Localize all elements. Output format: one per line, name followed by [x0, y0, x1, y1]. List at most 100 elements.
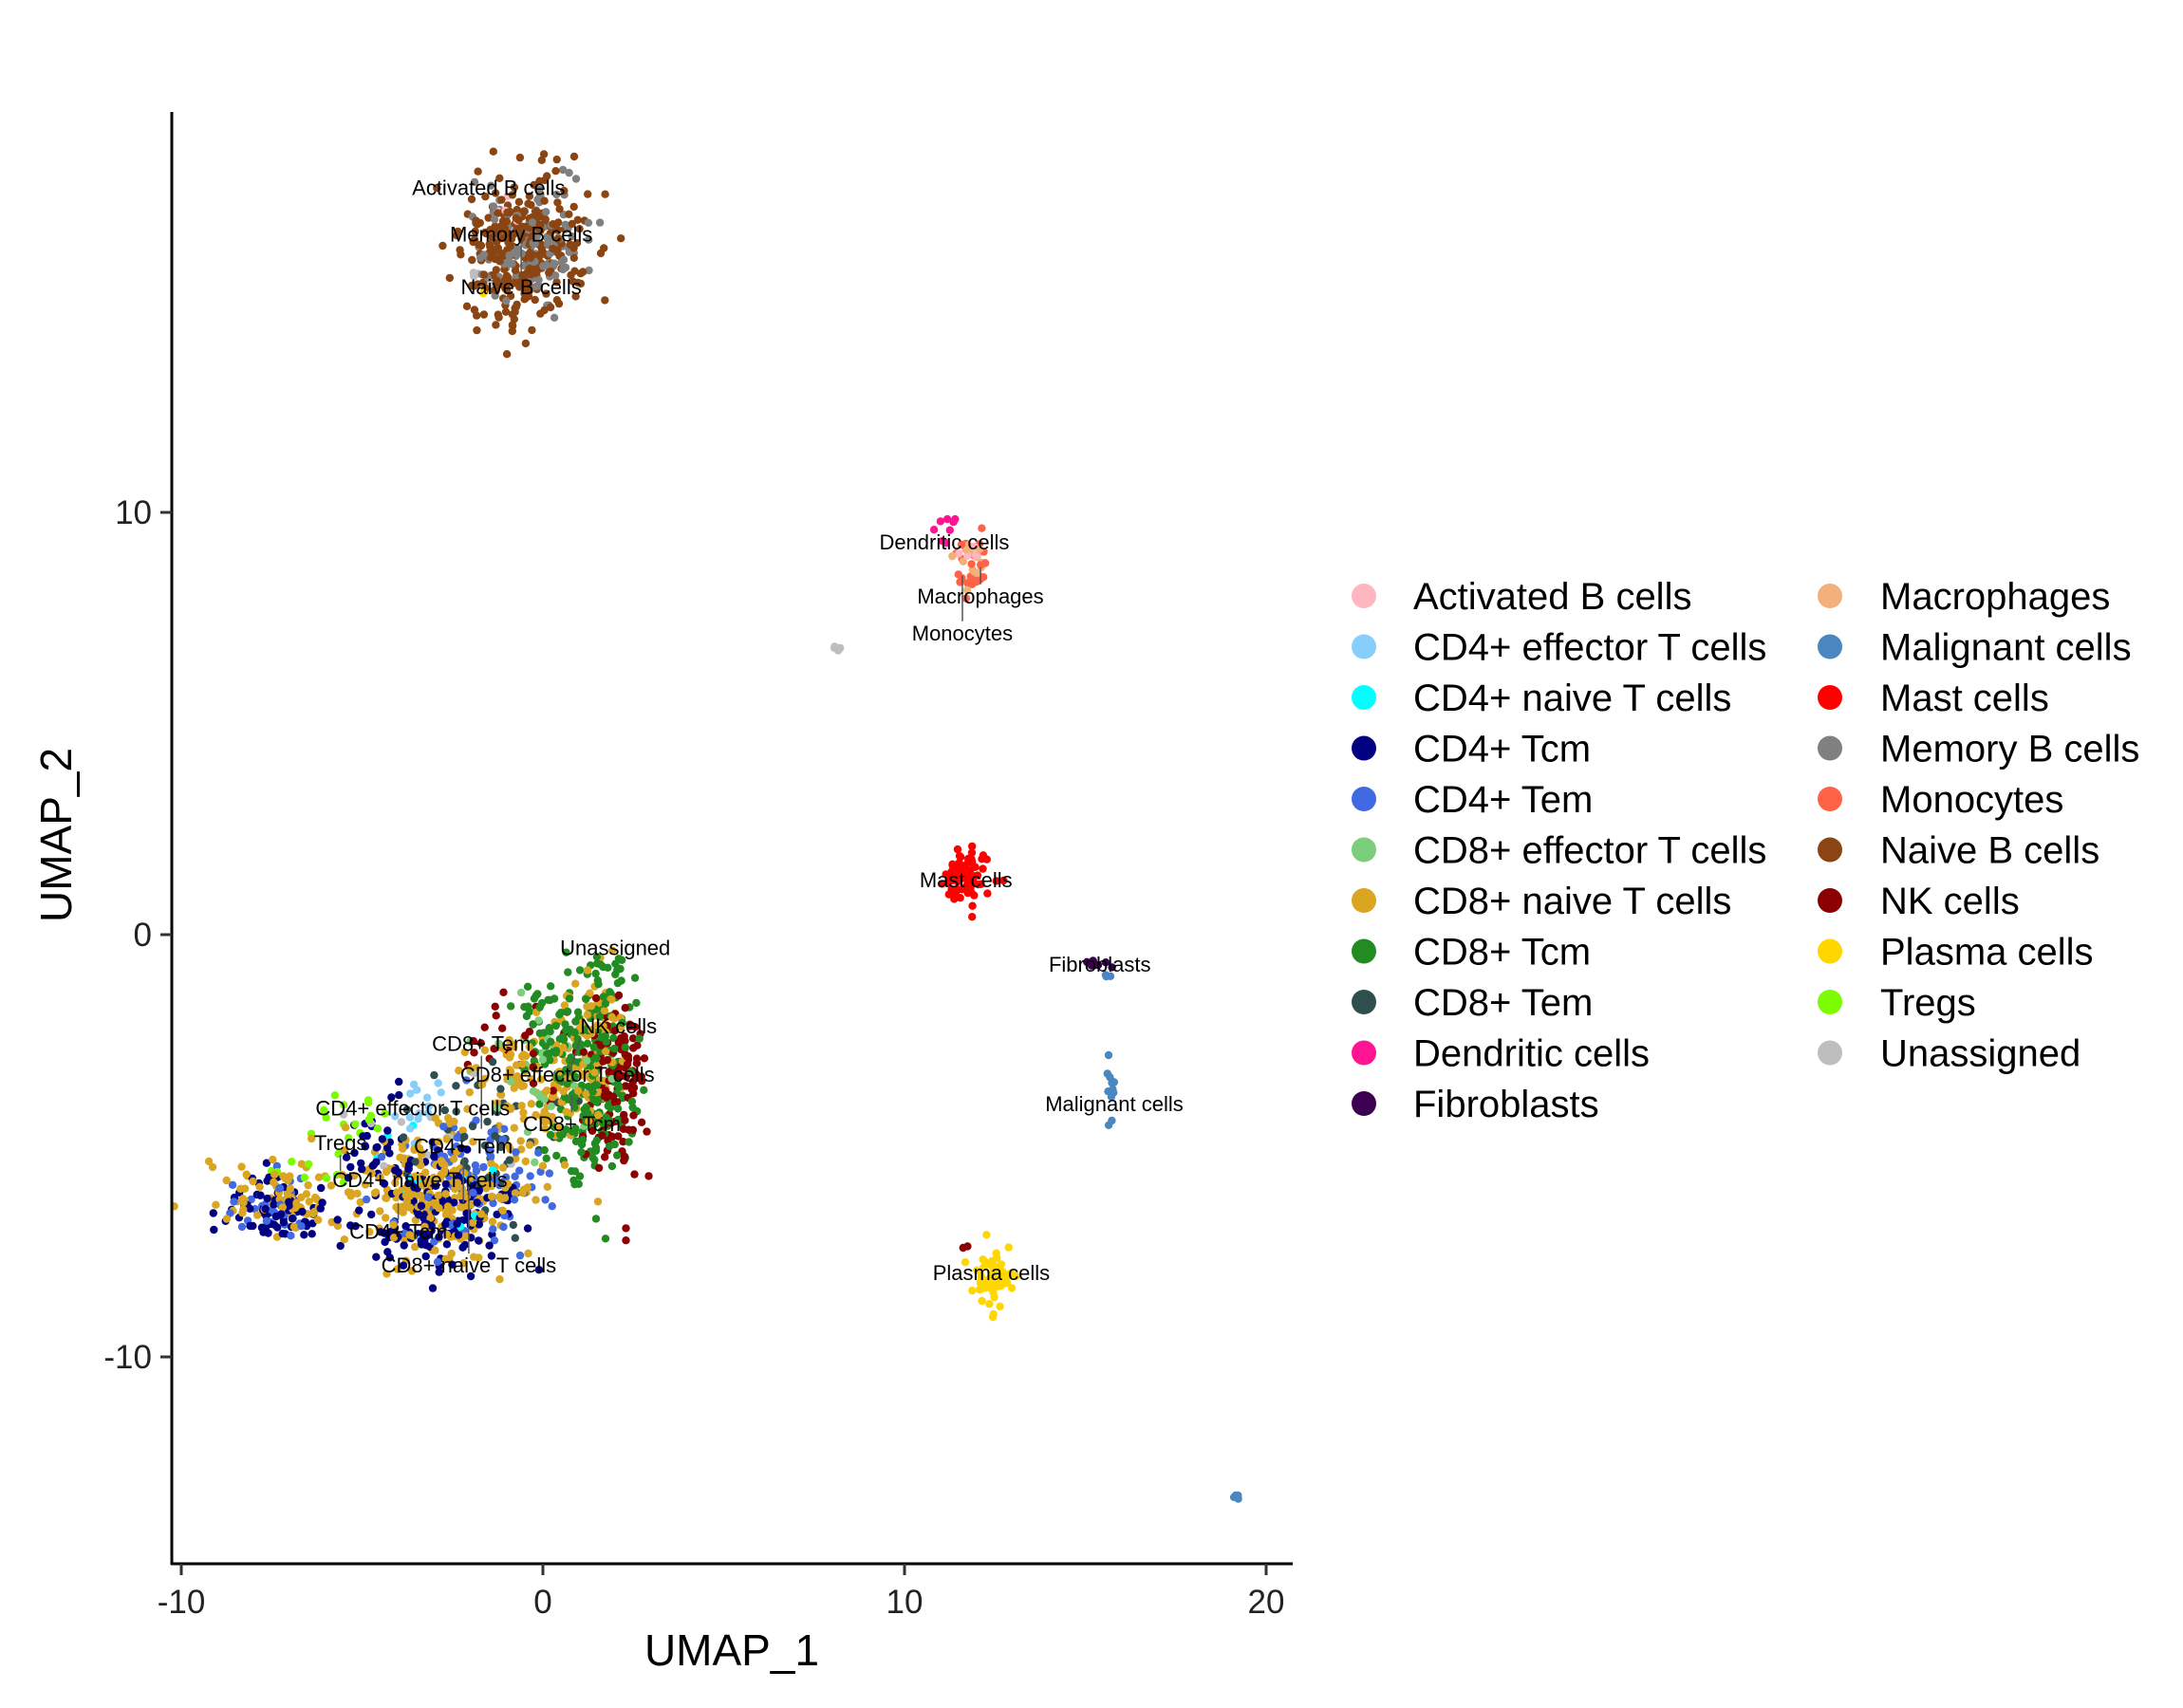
point — [613, 1105, 623, 1113]
point — [308, 1209, 317, 1218]
point — [451, 1184, 459, 1194]
point — [968, 1286, 977, 1295]
point — [493, 1104, 502, 1112]
legend-item: Macrophages — [1818, 576, 2110, 618]
point — [483, 1117, 492, 1126]
point — [623, 1060, 632, 1068]
legend-label: Monocytes — [1880, 779, 2063, 821]
point — [510, 183, 519, 192]
point — [1104, 1050, 1113, 1060]
point — [395, 1090, 403, 1100]
point — [300, 1173, 309, 1182]
point — [458, 1126, 467, 1135]
point — [511, 307, 519, 316]
point — [614, 1038, 623, 1048]
point — [592, 1136, 601, 1144]
point — [999, 876, 1008, 885]
point — [507, 1002, 515, 1011]
label-leader-line — [566, 1037, 582, 1083]
point — [559, 1032, 568, 1042]
point — [598, 1131, 606, 1140]
legend-label: Macrophages — [1880, 576, 2110, 618]
point — [566, 240, 574, 249]
point — [959, 557, 967, 566]
point — [399, 1133, 407, 1142]
point — [585, 1117, 593, 1125]
point — [643, 1127, 651, 1136]
point — [986, 1284, 995, 1292]
point — [505, 1142, 513, 1151]
point — [391, 1112, 400, 1121]
point — [565, 994, 574, 1003]
x-tick-label: 20 — [1248, 1584, 1285, 1621]
point — [635, 1034, 644, 1043]
point — [508, 322, 517, 330]
point — [630, 1170, 639, 1179]
point — [481, 193, 490, 201]
legend-item: CD8+ Tem — [1352, 982, 1593, 1024]
point — [953, 845, 962, 854]
points-layer — [170, 147, 1242, 1503]
point — [511, 1234, 519, 1242]
point — [332, 1170, 342, 1179]
point — [536, 1075, 546, 1084]
point — [510, 1123, 518, 1132]
point — [346, 1221, 355, 1230]
point — [961, 882, 971, 891]
point — [491, 1176, 499, 1184]
point — [610, 1098, 620, 1106]
point — [495, 257, 504, 266]
point — [517, 1082, 527, 1091]
point — [552, 155, 561, 164]
point — [498, 1135, 507, 1144]
point — [552, 278, 561, 287]
point — [978, 1296, 986, 1306]
point — [488, 1217, 497, 1226]
point — [435, 1268, 443, 1276]
point — [985, 1300, 994, 1309]
point — [640, 1086, 648, 1095]
point — [366, 1111, 375, 1121]
point — [246, 1221, 254, 1231]
point — [410, 1183, 419, 1192]
point — [510, 1084, 518, 1092]
point — [592, 1081, 601, 1089]
point — [399, 1261, 408, 1270]
point — [547, 1037, 555, 1047]
point — [1002, 1278, 1012, 1288]
point — [493, 230, 501, 238]
point — [427, 1221, 436, 1231]
point — [475, 1236, 483, 1245]
label-leader-lines — [339, 229, 981, 1254]
point — [621, 1043, 629, 1052]
legend-swatch — [1818, 888, 1842, 913]
point — [526, 1172, 534, 1180]
point — [401, 1235, 409, 1244]
point — [551, 167, 560, 176]
legend-label: Memory B cells — [1880, 729, 2139, 770]
point — [591, 969, 600, 978]
point — [313, 1216, 323, 1224]
point — [553, 1074, 562, 1083]
point — [441, 1254, 450, 1264]
point — [230, 1197, 238, 1206]
point — [484, 214, 493, 222]
point — [554, 1123, 564, 1132]
point — [501, 1173, 511, 1181]
point — [397, 1118, 406, 1126]
point — [1012, 1272, 1020, 1281]
point — [340, 1235, 348, 1244]
point — [471, 227, 479, 236]
point — [420, 1222, 429, 1232]
point — [210, 1225, 218, 1235]
point — [490, 215, 499, 224]
point — [524, 1249, 532, 1258]
point — [344, 1174, 353, 1182]
point — [269, 1155, 277, 1164]
x-tick-label: 0 — [533, 1584, 551, 1621]
point — [469, 1137, 477, 1146]
point — [576, 279, 586, 288]
point — [393, 1188, 401, 1197]
point — [322, 1113, 330, 1123]
